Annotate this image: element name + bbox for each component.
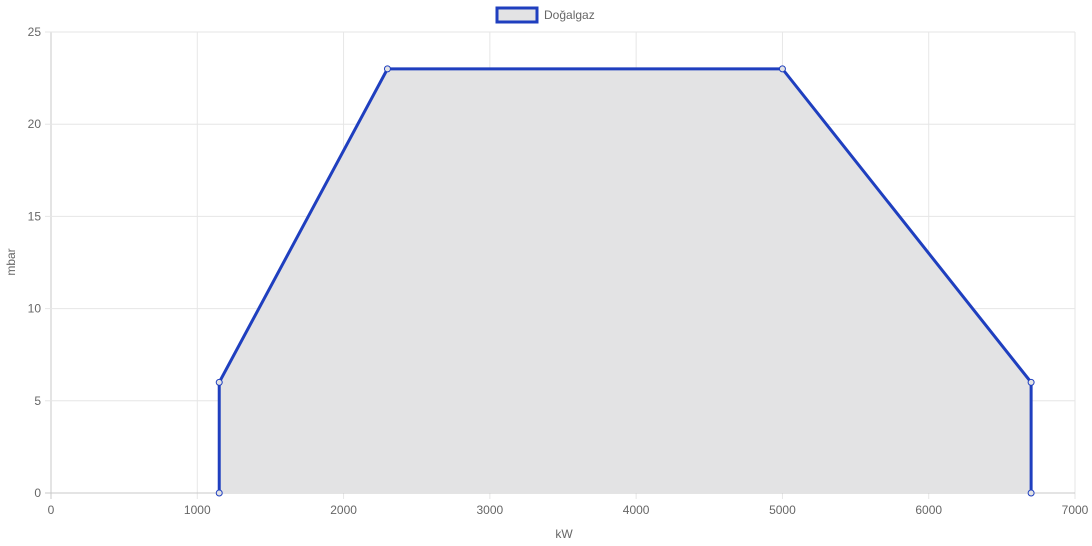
y-tick-label: 5: [34, 394, 41, 408]
x-tick-label: 5000: [769, 503, 796, 517]
y-tick-label: 0: [34, 486, 41, 500]
legend-label[interactable]: Doğalgaz: [544, 8, 595, 22]
y-tick-label: 15: [28, 209, 42, 223]
axes: 0 1000 2000 3000 4000 5000 6000 7000 0 5 10 15 20 25: [28, 25, 1089, 517]
series-area-fill: [219, 68, 1032, 493]
data-point[interactable]: [778, 65, 786, 73]
data-point[interactable]: [215, 378, 223, 386]
x-tick-label: 6000: [915, 503, 942, 517]
y-tick-label: 10: [28, 302, 42, 316]
data-point[interactable]: [383, 65, 391, 73]
y-tick-label: 25: [28, 25, 42, 39]
data-point[interactable]: [1027, 489, 1035, 497]
x-tick-label: 1000: [184, 503, 211, 517]
x-tick-label: 2000: [330, 503, 357, 517]
x-axis-title: kW: [555, 527, 573, 541]
y-axis-title: mbar: [4, 248, 18, 275]
data-point[interactable]: [215, 489, 223, 497]
data-point[interactable]: [1027, 378, 1035, 386]
area-layer: [215, 65, 1035, 497]
x-tick-label: 7000: [1062, 503, 1089, 517]
legend-swatch[interactable]: [495, 6, 539, 24]
x-tick-label: 3000: [477, 503, 504, 517]
y-tick-label: 20: [28, 117, 42, 131]
series-line: [217, 67, 1033, 493]
legend[interactable]: Doğalgaz: [495, 6, 595, 24]
x-tick-label: 4000: [623, 503, 650, 517]
x-tick-label: 0: [48, 503, 55, 517]
